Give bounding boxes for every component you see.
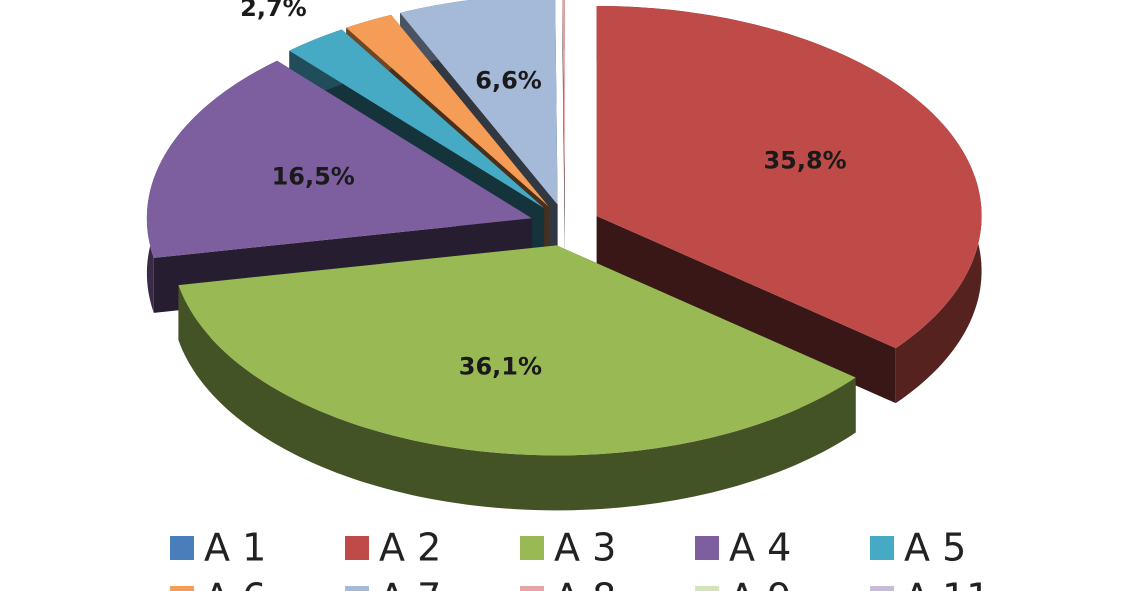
legend-label: A 7 — [379, 576, 441, 591]
slice-top — [178, 245, 856, 456]
legend-label: A 8 — [554, 576, 616, 591]
slice-wall — [562, 0, 565, 259]
value-label: 2,7% — [240, 0, 307, 22]
legend-swatch — [170, 536, 194, 560]
slice-top — [146, 60, 532, 258]
legend-swatch — [520, 586, 544, 591]
value-label: 16,5% — [272, 163, 355, 191]
legend-label: A 1 — [204, 526, 266, 570]
value-label: 6,6% — [475, 66, 542, 94]
legend-label: A 6 — [204, 576, 266, 591]
legend-label: A 9 — [729, 576, 791, 591]
slice — [178, 245, 856, 511]
legend-swatch — [695, 536, 719, 560]
legend-label: A 4 — [729, 526, 791, 570]
slice-top — [596, 5, 982, 349]
legend-swatch — [345, 536, 369, 560]
slice-top — [562, 0, 565, 204]
slice — [596, 5, 982, 404]
value-label: 36,1% — [459, 353, 542, 381]
legend-swatch — [170, 586, 194, 591]
slice-top — [289, 29, 545, 209]
slice-side — [178, 285, 856, 511]
legend-label: A 3 — [554, 526, 616, 570]
legend-swatch — [695, 586, 719, 591]
slice-top — [346, 14, 549, 207]
value-label: 35,8% — [763, 147, 846, 175]
legend-swatch — [870, 536, 894, 560]
slice-top — [400, 0, 558, 205]
legend-label: A 2 — [379, 526, 441, 570]
legend-swatch — [345, 586, 369, 591]
slice-wall — [596, 215, 896, 404]
slice — [562, 0, 565, 259]
legend-swatch — [520, 536, 544, 560]
legend-swatch — [870, 586, 894, 591]
legend-label: A 11 — [904, 576, 990, 591]
legend-label: A 5 — [904, 526, 966, 570]
